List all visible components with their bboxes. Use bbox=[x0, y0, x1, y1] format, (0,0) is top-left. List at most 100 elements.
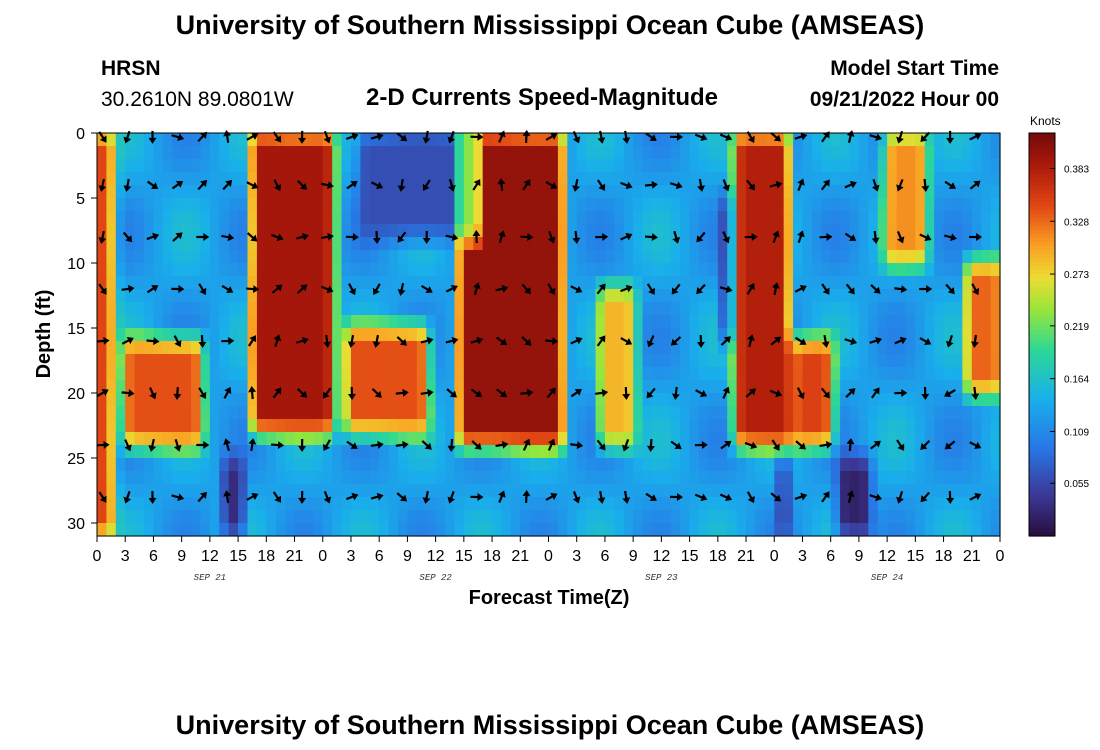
heatmap-cell bbox=[783, 133, 794, 147]
heatmap-cell bbox=[868, 146, 879, 160]
heatmap-cell bbox=[285, 458, 296, 472]
heatmap-cell bbox=[604, 445, 615, 459]
current-arrow bbox=[420, 388, 434, 397]
heatmap-cell bbox=[774, 328, 785, 342]
heatmap-cell bbox=[426, 432, 437, 446]
heatmap-cell bbox=[586, 211, 597, 225]
heatmap-cell bbox=[510, 484, 521, 498]
heatmap-cell bbox=[416, 341, 427, 355]
heatmap-cell bbox=[501, 510, 512, 524]
heatmap-cell bbox=[97, 224, 108, 238]
heatmap-cell bbox=[134, 523, 145, 537]
heatmap-cell bbox=[473, 289, 484, 303]
heatmap-cell bbox=[228, 211, 239, 225]
heatmap-cell bbox=[313, 133, 324, 147]
current-arrow bbox=[620, 232, 633, 241]
heatmap-cell bbox=[811, 523, 822, 537]
heatmap-cell bbox=[200, 484, 211, 498]
heatmap-cell bbox=[520, 497, 531, 511]
heatmap-cell bbox=[510, 276, 521, 290]
heatmap-cell bbox=[106, 328, 117, 342]
heatmap-cell bbox=[172, 172, 183, 186]
heatmap-cell bbox=[134, 172, 145, 186]
heatmap-cell bbox=[952, 380, 963, 394]
heatmap-cell bbox=[539, 211, 550, 225]
heatmap-cell bbox=[294, 289, 305, 303]
heatmap-cell bbox=[266, 328, 277, 342]
heatmap-cell bbox=[896, 393, 907, 407]
heatmap-cell bbox=[350, 289, 361, 303]
heatmap-cell bbox=[642, 302, 653, 316]
heatmap-cell bbox=[285, 510, 296, 524]
heatmap-cell bbox=[501, 354, 512, 368]
heatmap-cell bbox=[717, 302, 728, 316]
heatmap-cell bbox=[604, 354, 615, 368]
heatmap-cell bbox=[426, 315, 437, 329]
heatmap-cell bbox=[97, 523, 108, 537]
colorbar-segment bbox=[1029, 403, 1055, 408]
current-arrow bbox=[794, 492, 808, 501]
heatmap-cell bbox=[200, 276, 211, 290]
colorbar-segment bbox=[1029, 459, 1055, 465]
heatmap-cell bbox=[661, 211, 672, 225]
heatmap-cell bbox=[492, 367, 503, 381]
heatmap-cell bbox=[896, 276, 907, 290]
heatmap-cell bbox=[623, 497, 634, 511]
heatmap-cell bbox=[388, 484, 399, 498]
heatmap-cell bbox=[708, 354, 719, 368]
current-arrow bbox=[197, 491, 207, 503]
heatmap-cell bbox=[651, 159, 662, 173]
heatmap-cell bbox=[492, 250, 503, 264]
heatmap-cell bbox=[369, 211, 380, 225]
heatmap-cell bbox=[708, 250, 719, 264]
heatmap-cell bbox=[407, 432, 418, 446]
heatmap-cell bbox=[360, 523, 371, 537]
heatmap-cell bbox=[219, 367, 230, 381]
heatmap-cell bbox=[350, 380, 361, 394]
heatmap-cell bbox=[322, 211, 333, 225]
heatmap-cell bbox=[219, 237, 230, 251]
heatmap-cell bbox=[256, 211, 267, 225]
heatmap-cell bbox=[510, 185, 521, 199]
heatmap-cell bbox=[896, 211, 907, 225]
heatmap-cell bbox=[473, 159, 484, 173]
heatmap-cell bbox=[849, 289, 860, 303]
heatmap-cell bbox=[332, 497, 343, 511]
heatmap-cell bbox=[341, 484, 352, 498]
heatmap-cell bbox=[388, 341, 399, 355]
heatmap-cell bbox=[699, 445, 710, 459]
heatmap-cell bbox=[144, 406, 155, 420]
current-arrow bbox=[121, 284, 135, 293]
heatmap-cell bbox=[981, 289, 992, 303]
heatmap-cell bbox=[595, 497, 606, 511]
heatmap-cell bbox=[313, 432, 324, 446]
heatmap-cell bbox=[209, 354, 220, 368]
heatmap-cell bbox=[736, 302, 747, 316]
heatmap-cell bbox=[943, 523, 954, 537]
heatmap-cell bbox=[689, 354, 700, 368]
heatmap-cell bbox=[548, 458, 559, 472]
heatmap-cell bbox=[492, 172, 503, 186]
current-arrow bbox=[372, 334, 381, 348]
heatmap-cell bbox=[153, 419, 164, 433]
heatmap-cell bbox=[313, 328, 324, 342]
heatmap-cell bbox=[661, 510, 672, 524]
heatmap-cell bbox=[294, 341, 305, 355]
heatmap-cell bbox=[341, 328, 352, 342]
heatmap-cell bbox=[445, 302, 456, 316]
heatmap-cell bbox=[934, 198, 945, 212]
heatmap-cell bbox=[623, 432, 634, 446]
heatmap-cell bbox=[266, 367, 277, 381]
heatmap-cell bbox=[802, 302, 813, 316]
heatmap-cell bbox=[228, 133, 239, 147]
heatmap-cell bbox=[416, 406, 427, 420]
heatmap-cell bbox=[717, 159, 728, 173]
current-arrow bbox=[671, 386, 680, 400]
current-arrow bbox=[370, 132, 384, 141]
heatmap-cell bbox=[858, 458, 869, 472]
heatmap-cell bbox=[548, 185, 559, 199]
heatmap-cell bbox=[275, 419, 286, 433]
heatmap-cell bbox=[952, 419, 963, 433]
heatmap-cell bbox=[746, 198, 757, 212]
heatmap-cell bbox=[275, 276, 286, 290]
